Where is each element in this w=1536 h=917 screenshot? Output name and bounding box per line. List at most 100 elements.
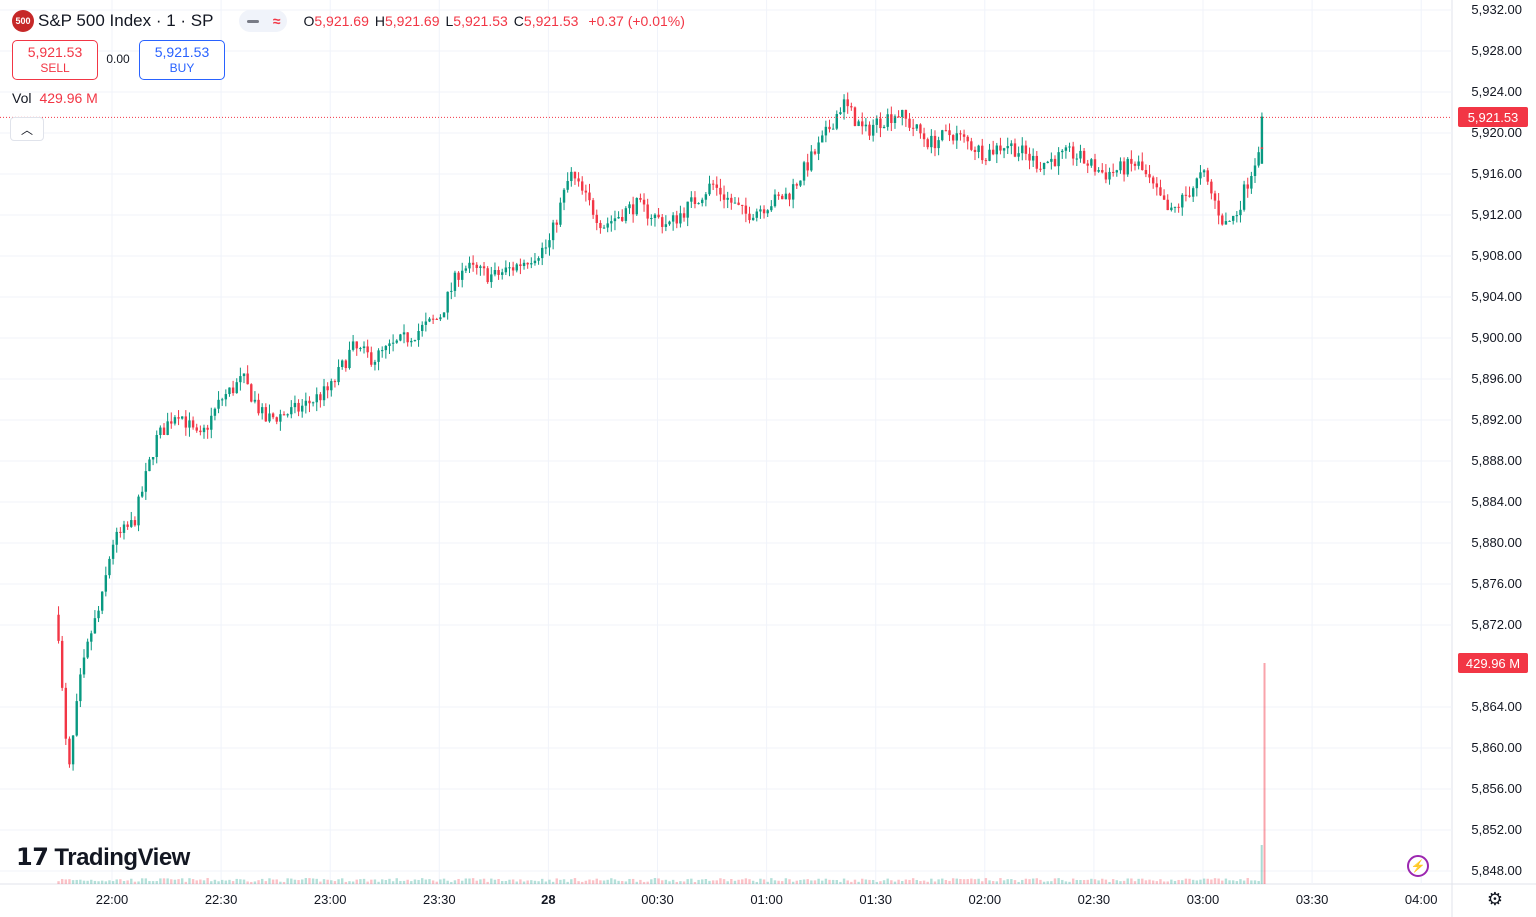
volume-bar [490, 878, 493, 884]
volume-bar [1111, 879, 1115, 884]
volume-bar [602, 880, 606, 884]
volume-bar [621, 881, 624, 884]
price-axis[interactable]: 5,932.00 5,928.00 5,924.00 5,920.00 5,916.00… [1471, 2, 1522, 878]
volume-bar [1053, 878, 1057, 884]
volume-bar [577, 881, 580, 884]
candle-body [526, 262, 529, 265]
collapse-legend-button[interactable]: ︿ [10, 117, 44, 141]
low-value: 5,921.53 [453, 13, 508, 29]
candle-body [271, 413, 275, 418]
volume-bar [1235, 881, 1239, 884]
volume-bar [842, 878, 846, 884]
candle-body [551, 222, 555, 241]
gear-icon[interactable]: ⚙ [1486, 888, 1504, 909]
volume-bar [1006, 879, 1009, 884]
time-axis[interactable]: 22:00 22:30 23:00 23:30 28 00:30 01:00 01:30 02:… [96, 892, 1438, 907]
candle-body [966, 136, 969, 142]
volume-bar-last [1263, 663, 1266, 884]
candle-body [904, 109, 908, 119]
volume-bar [875, 881, 878, 884]
volume-bar [1173, 880, 1177, 884]
candle-body [82, 657, 86, 675]
candle-body [726, 197, 729, 200]
volume-bar [1250, 880, 1253, 884]
candle-body [1130, 158, 1133, 164]
candle-body [548, 240, 551, 248]
candle-body [1046, 161, 1049, 163]
candle-body [64, 687, 68, 739]
volume-bar [250, 881, 253, 884]
volume-bar [639, 879, 642, 884]
candle-body [1119, 161, 1122, 171]
volume-bar [461, 880, 464, 884]
volume-bar [173, 879, 177, 884]
volume-bar [370, 879, 373, 884]
candle-body [224, 394, 228, 400]
volume-bar [744, 878, 748, 884]
lightning-icon[interactable]: ⚡ [1407, 855, 1429, 877]
volume-bar [1068, 881, 1071, 884]
symbol-title[interactable]: S&P 500 Index · 1 · SP [38, 11, 214, 30]
candle-body [166, 421, 169, 435]
volume-bar [1046, 881, 1049, 884]
volume-bar [351, 881, 355, 884]
volume-bar [304, 878, 308, 884]
candle-body [155, 435, 158, 458]
volume-bar [217, 881, 220, 884]
volume-bar [421, 878, 424, 884]
candle-body [1068, 146, 1071, 148]
candle-body [613, 218, 617, 222]
x-tick-label: 02:00 [969, 892, 1002, 907]
volume-bar [1126, 878, 1129, 884]
volume-bar [911, 878, 915, 884]
candle-body [642, 199, 646, 205]
candlestick-series [57, 92, 1264, 771]
candle-body [162, 427, 166, 435]
volume-bar [821, 880, 824, 884]
y-tick-label: 5,876.00 [1471, 576, 1522, 591]
candle-body [231, 387, 235, 394]
volume-bar [195, 880, 198, 884]
volume-bar [71, 880, 75, 884]
volume-bar [737, 879, 740, 884]
y-tick-label: 5,928.00 [1471, 43, 1522, 58]
chevron-up-icon: ︿ [20, 122, 33, 137]
candle-body [501, 272, 504, 275]
volume-bar [213, 879, 217, 884]
volume-bar [268, 878, 271, 884]
volume-bar [650, 879, 653, 884]
candle-body [664, 224, 668, 227]
volume-bar [1082, 880, 1086, 884]
candle-body [461, 270, 464, 280]
sell-button[interactable]: 5,921.53 SELL [12, 40, 98, 80]
volume-bar [286, 878, 289, 884]
volume-bar [890, 880, 893, 884]
candle-body [748, 213, 751, 221]
candle-body [962, 134, 966, 137]
candle-body [875, 118, 878, 125]
candle-body [119, 531, 122, 533]
tradingview-logo[interactable]: 𝟭𝟳 TradingView [16, 843, 190, 872]
volume-bar [1013, 880, 1017, 884]
volume-bar [1221, 880, 1224, 884]
candle-body [948, 130, 951, 136]
volume-bar [879, 881, 882, 884]
candle-body [1061, 150, 1064, 153]
high-value: 5,921.69 [384, 13, 440, 29]
candle-body [1235, 215, 1239, 217]
buy-button[interactable]: 5,921.53 BUY [139, 40, 225, 80]
wave-icon: ≈ [272, 13, 281, 29]
candle-body [559, 202, 562, 225]
candle-body [228, 387, 231, 395]
candle-body [806, 162, 809, 171]
candle-body [926, 139, 929, 148]
candle-body [435, 318, 438, 320]
candle-body [348, 349, 351, 369]
volume-bar [75, 879, 78, 884]
volume-bar [1170, 879, 1173, 884]
volume-bar [399, 880, 402, 884]
volume-bar [79, 879, 82, 884]
visibility-toggle[interactable]: ≈ [239, 10, 288, 32]
x-tick-label: 22:00 [96, 892, 129, 907]
